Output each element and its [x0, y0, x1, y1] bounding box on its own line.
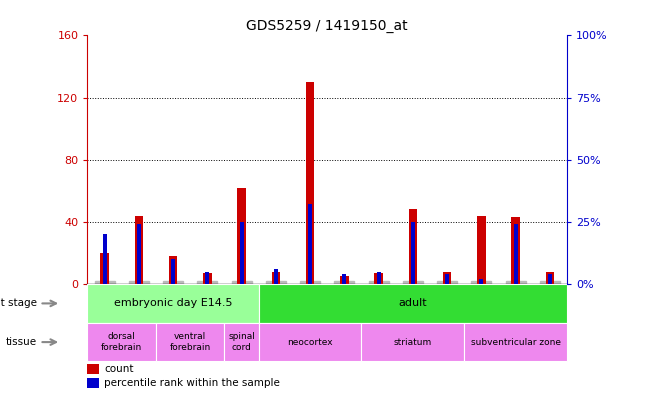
Bar	[87, 364, 100, 374]
Bar	[135, 216, 143, 284]
Bar	[340, 276, 349, 284]
Bar	[171, 259, 175, 284]
Text: spinal
cord: spinal cord	[228, 332, 255, 352]
Bar	[100, 253, 109, 284]
Bar	[156, 323, 224, 362]
Text: dorsal
forebrain: dorsal forebrain	[101, 332, 143, 352]
Bar	[274, 269, 278, 284]
Bar	[169, 256, 178, 284]
Text: percentile rank within the sample: percentile rank within the sample	[104, 378, 280, 388]
Bar	[87, 284, 259, 323]
Text: adult: adult	[399, 298, 427, 309]
Title: GDS5259 / 1419150_at: GDS5259 / 1419150_at	[246, 19, 408, 33]
Bar	[342, 274, 347, 284]
Bar	[237, 188, 246, 284]
Bar	[87, 378, 100, 387]
Text: ventral
forebrain: ventral forebrain	[170, 332, 211, 352]
Bar	[137, 224, 141, 284]
Text: count: count	[104, 364, 133, 374]
Bar	[546, 272, 554, 284]
Bar	[464, 323, 567, 362]
Bar	[376, 272, 380, 284]
Bar	[272, 272, 280, 284]
Bar	[477, 216, 485, 284]
Bar	[205, 272, 209, 284]
Bar	[443, 272, 452, 284]
Text: tissue: tissue	[6, 337, 37, 347]
Text: striatum: striatum	[394, 338, 432, 347]
Bar	[375, 273, 383, 284]
Text: subventricular zone: subventricular zone	[470, 338, 561, 347]
Bar	[308, 204, 312, 284]
Bar	[259, 284, 567, 323]
Bar	[511, 217, 520, 284]
Bar	[240, 222, 244, 284]
Text: development stage: development stage	[0, 298, 37, 309]
Bar	[480, 279, 483, 284]
Bar	[362, 323, 464, 362]
Text: embryonic day E14.5: embryonic day E14.5	[114, 298, 233, 309]
Bar	[203, 273, 212, 284]
Text: neocortex: neocortex	[287, 338, 333, 347]
Bar	[409, 209, 417, 284]
Bar	[306, 82, 314, 284]
Bar	[514, 224, 518, 284]
Bar	[87, 323, 156, 362]
Bar	[224, 323, 259, 362]
Bar	[259, 323, 362, 362]
Bar	[411, 222, 415, 284]
Bar	[548, 274, 552, 284]
Bar	[102, 234, 107, 284]
Bar	[445, 274, 449, 284]
